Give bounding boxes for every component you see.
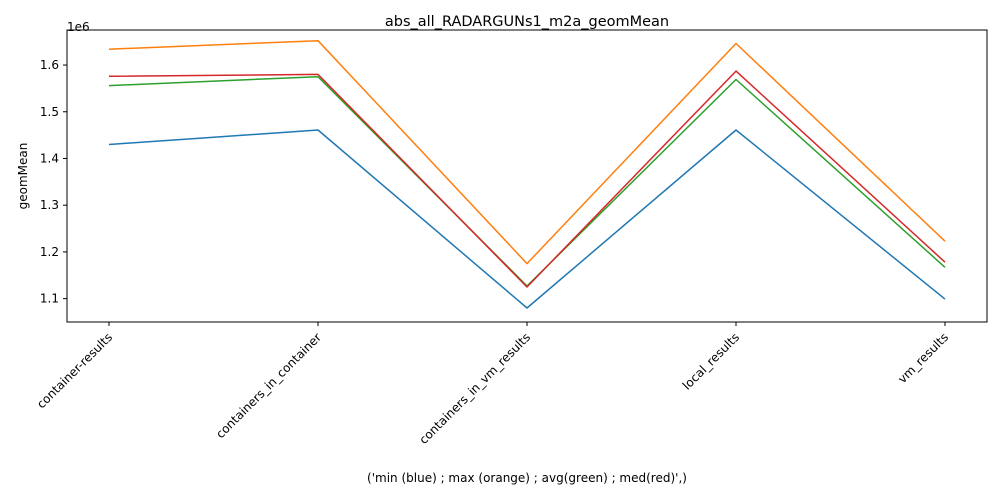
x-tick-label: local_results	[680, 330, 742, 392]
y-axis: 1.1 1.2 1.3 1.4 1.5 1.6	[40, 58, 67, 306]
x-tick-label: containers_in_container	[213, 330, 324, 441]
y-tick-label: 1.6	[40, 58, 59, 72]
series-line-3	[108, 70, 946, 288]
chart-title: abs_all_RADARGUNs1_m2a_geomMean	[385, 14, 669, 30]
plot-frame	[66, 29, 988, 323]
series-line-2	[108, 75, 946, 287]
series-layer	[108, 39, 946, 309]
y-tick-label: 1.3	[40, 198, 59, 212]
x-tick-label: vm_results	[895, 330, 951, 386]
x-tick-label: container-results	[34, 330, 115, 411]
x-axis-label: ('min (blue) ; max (orange) ; avg(green)…	[367, 471, 687, 485]
y-tick-label: 1.5	[40, 105, 59, 119]
y-axis-label: geomMean	[16, 143, 30, 210]
y-offset-label: 1e6	[67, 20, 90, 34]
y-tick-label: 1.4	[40, 151, 59, 165]
x-axis: container-results containers_in_container…	[34, 322, 951, 447]
y-tick-label: 1.2	[40, 245, 59, 259]
y-tick-label: 1.1	[40, 292, 59, 306]
x-tick-label: containers_in_vm_results	[416, 330, 533, 447]
series-line-0	[108, 129, 946, 309]
series-line-1	[108, 39, 946, 265]
